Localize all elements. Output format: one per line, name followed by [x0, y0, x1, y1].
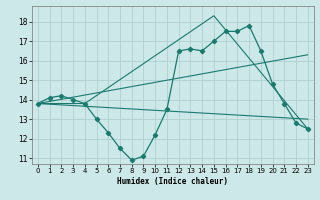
X-axis label: Humidex (Indice chaleur): Humidex (Indice chaleur) [117, 177, 228, 186]
